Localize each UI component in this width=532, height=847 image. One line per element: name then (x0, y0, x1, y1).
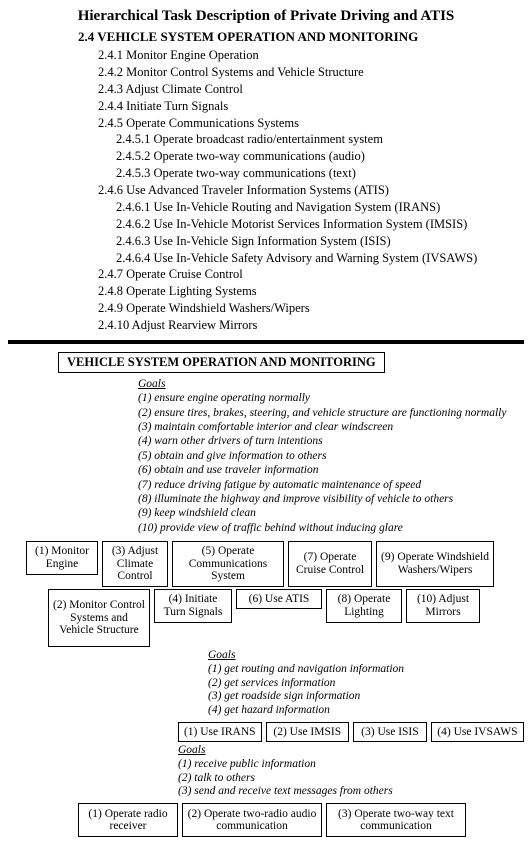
goal-item: (2) talk to others (178, 772, 524, 786)
section-box-header: VEHICLE SYSTEM OPERATION AND MONITORING (58, 352, 385, 373)
divider (8, 340, 524, 344)
atis-goals-block: Goals (1) get routing and navigation inf… (208, 649, 524, 718)
task-box-imsis: (2) Use IMSIS (266, 722, 350, 742)
goal-item: (5) obtain and give information to other… (138, 449, 524, 463)
goal-item: (10) provide view of traffic behind with… (138, 521, 524, 535)
comms-row: (1) Operate radio receiver (2) Operate t… (78, 803, 524, 837)
page-title: Hierarchical Task Description of Private… (8, 8, 524, 25)
task-box-cruise-control: (7) Operate Cruise Control (288, 541, 372, 587)
outline-list: 2.4.1 Monitor Engine Operation 2.4.2 Mon… (98, 47, 524, 334)
goal-item: (8) illuminate the highway and improve v… (138, 492, 524, 506)
goal-item: (4) get hazard information (208, 704, 524, 718)
goal-item: (2) get services information (208, 677, 524, 691)
goal-item: (6) obtain and use traveler information (138, 463, 524, 477)
goal-item: (2) ensure tires, brakes, steering, and … (138, 406, 524, 420)
outline-item: 2.4.2 Monitor Control Systems and Vehicl… (98, 64, 524, 81)
task-box-adjust-climate: (3) Adjust Climate Control (102, 541, 168, 587)
goal-item: (9) keep windshield clean (138, 506, 524, 520)
goal-item: (3) maintain comfortable interior and cl… (138, 420, 524, 434)
outline-item: 2.4.4 Initiate Turn Signals (98, 98, 524, 115)
goal-item: (7) reduce driving fatigue by automatic … (138, 478, 524, 492)
task-row-2: (2) Monitor Control Systems and Vehicle … (48, 589, 524, 647)
task-box-wipers: (9) Operate Windshield Washers/Wipers (376, 541, 494, 587)
task-box-monitor-engine: (1) Monitor Engine (26, 541, 98, 575)
outline-subitem: 2.4.6.1 Use In-Vehicle Routing and Navig… (116, 199, 524, 216)
goals-title: Goals (138, 377, 524, 391)
goal-item: (3) get roadside sign information (208, 690, 524, 704)
outline-subitem: 2.4.6.2 Use In-Vehicle Motorist Services… (116, 216, 524, 233)
outline-item: 2.4.5 Operate Communications Systems (98, 115, 524, 132)
task-box-monitor-control: (2) Monitor Control Systems and Vehicle … (48, 589, 150, 647)
section-header: 2.4 VEHICLE SYSTEM OPERATION AND MONITOR… (78, 29, 524, 45)
outline-item: 2.4.9 Operate Windshield Washers/Wipers (98, 300, 524, 317)
goals-title: Goals (208, 649, 524, 663)
outline-item: 2.4.10 Adjust Rearview Mirrors (98, 317, 524, 334)
atis-row: (1) Use IRANS (2) Use IMSIS (3) Use ISIS… (178, 722, 524, 742)
goal-item: (1) receive public information (178, 758, 524, 772)
goals-block: Goals (1) ensure engine operating normal… (138, 377, 524, 535)
task-box-text-comm: (3) Operate two-way text communication (326, 803, 466, 837)
outline-subitem: 2.4.6.4 Use In-Vehicle Safety Advisory a… (116, 250, 524, 267)
goal-item: (1) get routing and navigation informati… (208, 663, 524, 677)
goal-item: (1) ensure engine operating normally (138, 391, 524, 405)
outline-item: 2.4.8 Operate Lighting Systems (98, 283, 524, 300)
task-box-turn-signals: (4) Initiate Turn Signals (154, 589, 232, 623)
goals-title: Goals (178, 744, 524, 758)
outline-item: 2.4.7 Operate Cruise Control (98, 266, 524, 283)
outline-item: 2.4.3 Adjust Climate Control (98, 81, 524, 98)
goal-item: (4) warn other drivers of turn intention… (138, 434, 524, 448)
outline-subitem: 2.4.5.2 Operate two-way communications (… (116, 148, 524, 165)
task-box-audio-comm: (2) Operate two-radio audio communicatio… (182, 803, 322, 837)
task-box-use-atis: (6) Use ATIS (236, 589, 322, 609)
task-box-irans: (1) Use IRANS (178, 722, 262, 742)
task-box-isis: (3) Use ISIS (353, 722, 427, 742)
task-box-radio-receiver: (1) Operate radio receiver (78, 803, 178, 837)
outline-subitem: 2.4.5.3 Operate two-way communications (… (116, 165, 524, 182)
task-row-1: (1) Monitor Engine (3) Adjust Climate Co… (26, 541, 524, 587)
outline-item: 2.4.6 Use Advanced Traveler Information … (98, 182, 524, 199)
task-box-mirrors: (10) Adjust Mirrors (406, 589, 480, 623)
comms-goals-block: Goals (1) receive public information (2)… (178, 744, 524, 799)
task-box-operate-comms: (5) Operate Communications System (172, 541, 284, 587)
task-box-ivsaws: (4) Use IVSAWS (431, 722, 524, 742)
outline-subitem: 2.4.5.1 Operate broadcast radio/entertai… (116, 131, 524, 148)
outline-subitem: 2.4.6.3 Use In-Vehicle Sign Information … (116, 233, 524, 250)
task-box-lighting: (8) Operate Lighting (326, 589, 402, 623)
outline-item: 2.4.1 Monitor Engine Operation (98, 47, 524, 64)
goal-item: (3) send and receive text messages from … (178, 785, 524, 799)
